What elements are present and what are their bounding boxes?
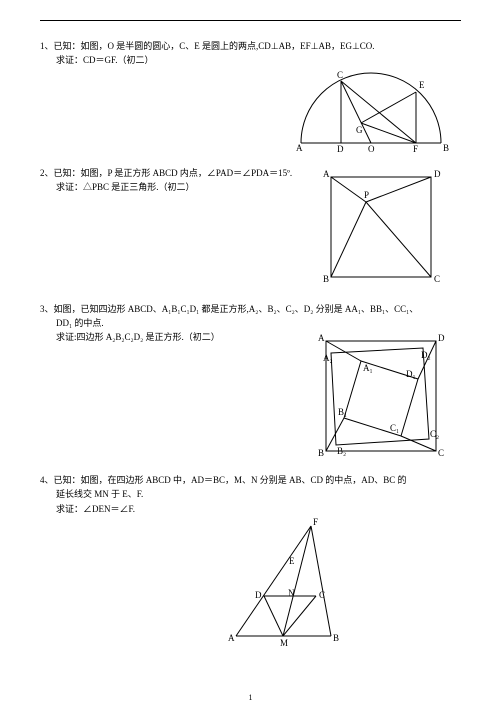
p3-label-C: C xyxy=(438,448,444,458)
p3-label-D2: D₂ xyxy=(421,350,431,360)
p4-figure-wrap: A B C D E F M N xyxy=(40,516,461,651)
p1-line2: 求证：CD＝GF.（初二） xyxy=(40,53,461,67)
p3-label-B: B xyxy=(318,448,324,458)
p4-label-C: C xyxy=(319,590,325,600)
p4-figure: A B C D E F M N xyxy=(216,516,356,651)
p4-label-A: A xyxy=(228,633,235,643)
problem-1: 1、已知：如图，O 是半圆的圆心，C、E 是圆上的两点,CD⊥AB，EF⊥AB，… xyxy=(40,39,461,156)
p3-label-A2: A₂ xyxy=(323,353,333,363)
p1-label-D: D xyxy=(337,144,344,154)
p3-label-D1: D₁ xyxy=(406,369,416,379)
p1-label-E: E xyxy=(419,80,425,90)
p1-label-O: O xyxy=(368,144,375,154)
p3-label-B2: B₂ xyxy=(337,446,346,456)
p4-label-F: F xyxy=(313,517,318,527)
p4-line2: 延长线交 MN 于 E、F. xyxy=(40,487,461,501)
p3-label-D: D xyxy=(438,333,445,343)
p4-line3: 求证：∠DEN＝∠F. xyxy=(40,502,461,516)
p3-figure-wrap: A D B C A₁ B₁ C₁ D₁ A₂ B₂ C₂ D₂ xyxy=(40,331,461,461)
p3-label-B1: B₁ xyxy=(338,407,347,417)
p2-label-D: D xyxy=(434,169,441,179)
p2-label-P: P xyxy=(364,190,369,200)
p3-figure: A D B C A₁ B₁ C₁ D₁ A₂ B₂ C₂ D₂ xyxy=(306,331,461,461)
p4-label-E: E xyxy=(289,556,295,566)
problem-3: 3、如图，已知四边形 ABCD、A₁B₁C₁D₁ 都是正方形,A₂、B₂、C₂、… xyxy=(40,302,461,461)
page-top-rule xyxy=(40,20,461,21)
p1-label-F: F xyxy=(413,144,418,154)
page-number: 1 xyxy=(0,693,501,702)
p1-label-G: G xyxy=(356,125,363,135)
p1-label-A: A xyxy=(296,143,303,153)
p1-figure-wrap: A B C D E F G O xyxy=(40,68,461,156)
p1-label-C: C xyxy=(337,70,343,80)
p2-figure-wrap: A D B C P xyxy=(40,195,461,287)
p2-figure: A D B C P xyxy=(306,167,461,287)
p2-label-B: B xyxy=(323,274,329,284)
problem-4: 4、已知：如图，在四边形 ABCD 中，AD＝BC，M、N 分别是 AB、CD … xyxy=(40,473,461,651)
p4-line1: 4、已知：如图，在四边形 ABCD 中，AD＝BC，M、N 分别是 AB、CD … xyxy=(40,473,461,487)
p4-label-D: D xyxy=(255,590,262,600)
p4-label-B: B xyxy=(333,633,339,643)
p4-label-M: M xyxy=(280,638,288,648)
p3-label-A: A xyxy=(318,333,325,343)
p1-line1: 1、已知：如图，O 是半圆的圆心，C、E 是圆上的两点,CD⊥AB，EF⊥AB，… xyxy=(40,39,461,53)
p1-label-B: B xyxy=(443,143,449,153)
p1-figure: A B C D E F G O xyxy=(286,68,461,156)
p3-label-A1: A₁ xyxy=(363,363,373,373)
p2-label-A: A xyxy=(323,169,330,179)
p3-line1: 3、如图，已知四边形 ABCD、A₁B₁C₁D₁ 都是正方形,A₂、B₂、C₂、… xyxy=(40,302,461,316)
p3-label-C2: C₂ xyxy=(430,429,439,439)
p3-line2: DD₁ 的中点. xyxy=(40,316,461,330)
p2-label-C: C xyxy=(434,274,440,284)
p4-label-N: N xyxy=(288,588,295,598)
p3-label-C1: C₁ xyxy=(390,423,399,433)
problem-2: 2、已知：如图，P 是正方形 ABCD 内点，∠PAD＝∠PDA＝15º. 求证… xyxy=(40,166,461,287)
